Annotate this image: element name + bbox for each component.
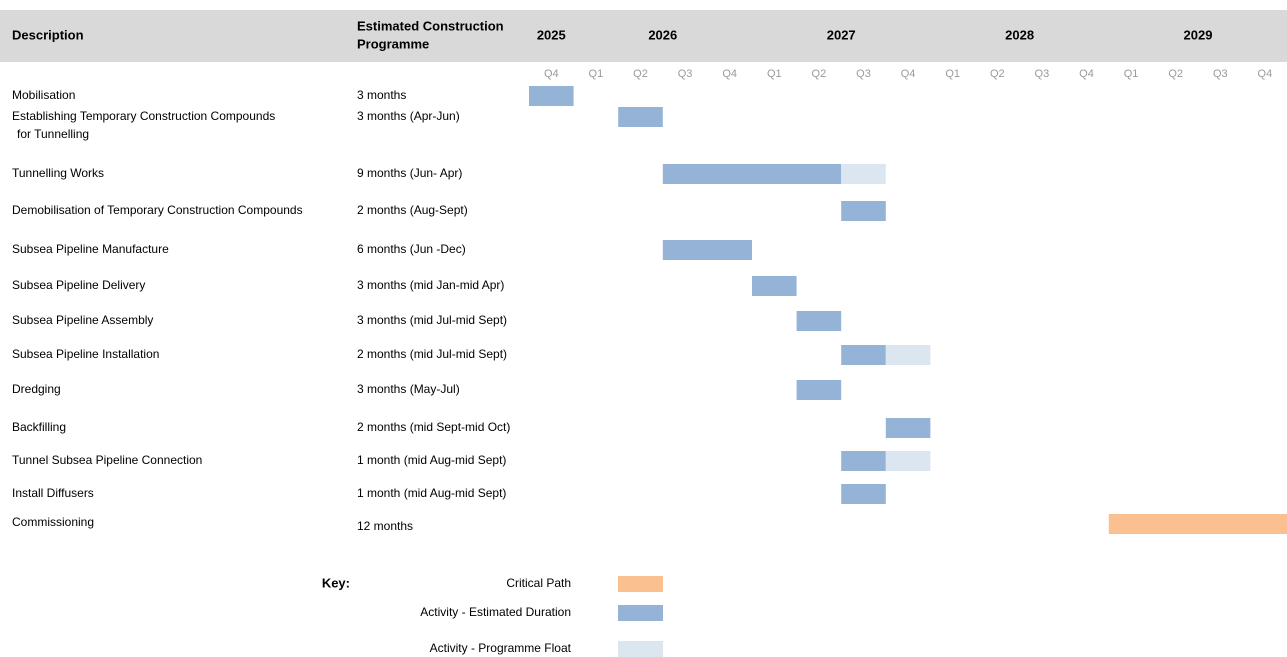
duration: 3 months (May-Jul) xyxy=(357,382,460,396)
duration: 6 months (Jun -Dec) xyxy=(357,242,466,256)
quarter-label: Q3 xyxy=(1035,68,1050,80)
quarter-label: Q4 xyxy=(1258,68,1273,80)
duration: 2 months (Aug-Sept) xyxy=(357,203,468,217)
duration: 9 months (Jun- Apr) xyxy=(357,166,462,180)
description: Install Diffusers xyxy=(12,486,94,500)
quarter-label: Q4 xyxy=(1079,68,1094,80)
description: Subsea Pipeline Installation xyxy=(12,347,159,361)
estimated-bar xyxy=(529,86,574,106)
key-item: Critical Path xyxy=(506,576,571,590)
description: Dredging xyxy=(12,382,61,396)
description: Tunnel Subsea Pipeline Connection xyxy=(12,453,202,467)
header-programme: Estimated Construction xyxy=(357,18,504,33)
key-item: Activity - Programme Float xyxy=(430,641,572,655)
quarter-label: Q3 xyxy=(1213,68,1228,80)
year-label: 2026 xyxy=(648,27,677,42)
duration: 3 months (Apr-Jun) xyxy=(357,109,460,123)
quarter-label: Q3 xyxy=(678,68,693,80)
description: Subsea Pipeline Assembly xyxy=(12,313,153,327)
quarter-label: Q1 xyxy=(589,68,604,80)
key-label: Key: xyxy=(322,575,350,590)
key-swatch xyxy=(618,576,663,592)
header-band xyxy=(0,10,1287,62)
description: Subsea Pipeline Manufacture xyxy=(12,242,169,256)
quarter-label: Q4 xyxy=(901,68,916,80)
duration: 1 month (mid Aug-mid Sept) xyxy=(357,486,506,500)
quarter-label: Q4 xyxy=(544,68,559,80)
estimated-bar xyxy=(841,484,886,504)
description: Backfilling xyxy=(12,420,66,434)
estimated-bar xyxy=(796,380,842,400)
quarter-label: Q1 xyxy=(945,68,960,80)
duration: 3 months (mid Jan-mid Apr) xyxy=(357,278,504,292)
estimated-bar xyxy=(662,164,842,184)
float-bar xyxy=(841,164,886,184)
quarter-label: Q2 xyxy=(633,68,648,80)
duration: 3 months xyxy=(357,88,406,102)
float-bar xyxy=(885,451,931,471)
estimated-bar xyxy=(841,451,886,471)
description: Demobilisation of Temporary Construction… xyxy=(12,203,303,217)
critical-bar xyxy=(1108,514,1287,534)
float-bar xyxy=(885,345,931,365)
year-label: 2025 xyxy=(537,27,566,42)
quarter-label: Q1 xyxy=(1124,68,1139,80)
key-swatch xyxy=(618,641,663,657)
header-description: Description xyxy=(12,27,84,42)
description: Tunnelling Works xyxy=(12,166,104,180)
quarter-label: Q2 xyxy=(990,68,1005,80)
year-label: 2028 xyxy=(1005,27,1034,42)
duration: 2 months (mid Jul-mid Sept) xyxy=(357,347,507,361)
description: Mobilisation xyxy=(12,88,75,102)
duration: 3 months (mid Jul-mid Sept) xyxy=(357,313,507,327)
description: Subsea Pipeline Delivery xyxy=(12,278,145,292)
quarter-label: Q4 xyxy=(722,68,737,80)
estimated-bar xyxy=(841,345,886,365)
estimated-bar xyxy=(841,201,886,221)
header-programme: Programme xyxy=(357,36,429,51)
year-label: 2027 xyxy=(827,27,856,42)
description: Commissioning xyxy=(12,515,94,529)
duration: 2 months (mid Sept-mid Oct) xyxy=(357,420,510,434)
key-item: Activity - Estimated Duration xyxy=(420,605,571,619)
quarter-label: Q2 xyxy=(812,68,827,80)
duration: 12 months xyxy=(357,519,413,533)
estimated-bar xyxy=(885,418,931,438)
estimated-bar xyxy=(618,107,663,127)
estimated-bar xyxy=(662,240,752,260)
estimated-bar xyxy=(796,311,842,331)
duration: 1 month (mid Aug-mid Sept) xyxy=(357,453,506,467)
key-swatch xyxy=(618,605,663,621)
quarter-label: Q1 xyxy=(767,68,782,80)
quarter-label: Q2 xyxy=(1168,68,1183,80)
estimated-bar xyxy=(752,276,797,296)
description: for Tunnelling xyxy=(17,127,89,141)
year-label: 2029 xyxy=(1184,27,1213,42)
quarter-label: Q3 xyxy=(856,68,871,80)
description: Establishing Temporary Construction Comp… xyxy=(12,109,275,123)
